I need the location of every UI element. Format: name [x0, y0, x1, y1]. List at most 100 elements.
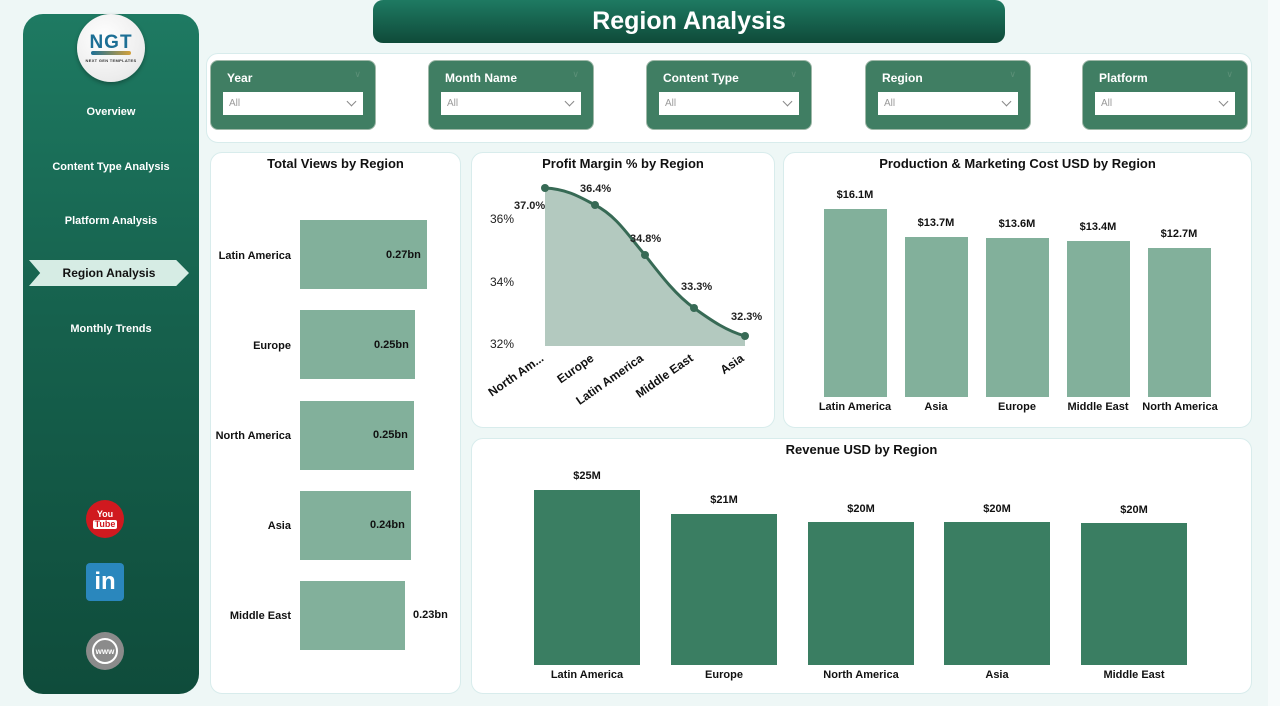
chevron-down-icon: ∨: [572, 69, 579, 79]
slicer-value: All: [665, 98, 677, 109]
bar[interactable]: [671, 514, 777, 665]
slicer-label: Year: [227, 71, 253, 85]
bar-value-label: $20M: [983, 503, 1011, 515]
bar[interactable]: [944, 522, 1050, 665]
data-point[interactable]: [541, 184, 549, 192]
bar[interactable]: [534, 490, 640, 665]
month-name-dropdown[interactable]: All: [441, 92, 581, 115]
sidebar-item-label: Region Analysis: [62, 266, 156, 280]
region-dropdown[interactable]: All: [878, 92, 1018, 115]
slicer-platform: Platform ∨ All: [1082, 60, 1248, 130]
profit-margin-chart: Profit Margin % by Region 36% 34% 32% 37…: [471, 152, 775, 428]
bar-value-label: $12.7M: [1160, 228, 1198, 240]
point-label: 37.0%: [514, 200, 546, 212]
chevron-down-icon: ∨: [354, 69, 361, 79]
prod-marketing-cost-chart: Production & Marketing Cost USD by Regio…: [783, 152, 1252, 428]
chart-title: Total Views by Region: [267, 156, 404, 171]
y-axis-tick: 32%: [490, 337, 515, 351]
bar[interactable]: [300, 220, 427, 289]
youtube-you-text: You: [96, 508, 114, 519]
slicer-value: All: [1101, 98, 1113, 109]
year-dropdown[interactable]: All: [223, 92, 363, 115]
bar[interactable]: [824, 209, 887, 397]
slicer-year: Year ∨ All: [210, 60, 376, 130]
bar-value-label: $25M: [573, 470, 601, 482]
slicer-value: All: [447, 98, 459, 109]
bar[interactable]: [1148, 248, 1211, 397]
youtube-tube-text: Tube: [92, 518, 118, 529]
bar-category: Middle East: [229, 610, 291, 622]
chevron-down-icon: ∨: [1009, 69, 1016, 79]
bar-value-label: 0.25bn: [374, 339, 409, 351]
revenue-chart: Revenue USD by Region $25M Latin America…: [471, 438, 1252, 694]
sidebar-item-region-analysis[interactable]: Region Analysis: [29, 260, 189, 286]
bar-category: Europe: [998, 401, 1036, 413]
bar[interactable]: [905, 237, 968, 397]
bar-category: Asia: [924, 401, 948, 413]
area-plot: [541, 184, 749, 346]
sidebar-item-content-type-analysis[interactable]: Content Type Analysis: [52, 161, 170, 173]
slicer-label: Platform: [1099, 71, 1148, 85]
chevron-down-icon: [1218, 96, 1229, 107]
sidebar-item-platform-analysis[interactable]: Platform Analysis: [64, 215, 158, 227]
bar-category: Asia: [267, 520, 291, 532]
bar-category: Middle East: [1067, 401, 1129, 413]
slicer-region: Region ∨ All: [865, 60, 1031, 130]
content-type-dropdown[interactable]: All: [659, 92, 799, 115]
bar[interactable]: [300, 491, 411, 560]
bar[interactable]: [808, 522, 914, 665]
sidebar: NGT NEXT GEN TEMPLATES Overview Content …: [23, 14, 199, 694]
chevron-down-icon: [782, 96, 793, 107]
chevron-down-icon: [564, 96, 575, 107]
ngt-logo[interactable]: NGT NEXT GEN TEMPLATES: [77, 14, 145, 82]
bar-value-label: $13.6M: [998, 218, 1036, 230]
point-label: 33.3%: [681, 281, 713, 293]
chevron-down-icon: [1001, 96, 1012, 107]
bar-category: North America: [823, 669, 899, 681]
chevron-down-icon: [346, 96, 357, 107]
bar-category: Asia: [985, 669, 1009, 681]
bar-category: Latin America: [550, 669, 624, 681]
data-point[interactable]: [741, 332, 749, 340]
slicer-value: All: [884, 98, 896, 109]
globe-www-icon[interactable]: www: [86, 632, 124, 670]
point-label: 36.4%: [580, 183, 612, 195]
y-axis-tick: 36%: [490, 212, 515, 226]
data-point[interactable]: [690, 304, 698, 312]
bar[interactable]: [300, 401, 414, 470]
page-title: Region Analysis: [592, 7, 786, 35]
sidebar-item-overview[interactable]: Overview: [86, 106, 136, 118]
bar-value-label: $13.7M: [917, 217, 955, 229]
chart-title: Profit Margin % by Region: [542, 156, 704, 171]
logo-subtitle: NEXT GEN TEMPLATES: [85, 58, 137, 63]
bar[interactable]: [986, 238, 1049, 397]
bar[interactable]: [300, 581, 405, 650]
chart-title: Production & Marketing Cost USD by Regio…: [879, 156, 1156, 171]
bar-category: Latin America: [218, 250, 291, 262]
bar-value-label: $13.4M: [1079, 221, 1117, 233]
bar[interactable]: [300, 310, 415, 379]
bar-value-label: 0.24bn: [370, 519, 405, 531]
data-point[interactable]: [591, 201, 599, 209]
bar-value-label: $16.1M: [836, 189, 874, 201]
bar-value-label: $20M: [1120, 504, 1148, 516]
platform-dropdown[interactable]: All: [1095, 92, 1235, 115]
slicer-label: Content Type: [663, 71, 739, 85]
youtube-icon[interactable]: You Tube: [86, 500, 124, 538]
www-text: www: [95, 646, 115, 656]
linkedin-icon[interactable]: in: [86, 563, 124, 601]
logo-swoosh-icon: [91, 51, 131, 55]
data-point[interactable]: [641, 251, 649, 259]
bar[interactable]: [1067, 241, 1130, 397]
globe-ring: www: [92, 638, 118, 664]
bar-value-label: $20M: [847, 503, 875, 515]
point-label: 32.3%: [731, 311, 763, 323]
scroll-gutter: [1268, 0, 1280, 706]
bar-category: North America: [1142, 401, 1218, 413]
bar[interactable]: [1081, 523, 1187, 665]
bar-category: North America: [215, 430, 291, 442]
sidebar-item-monthly-trends[interactable]: Monthly Trends: [70, 323, 152, 335]
bar-category: Middle East: [1103, 669, 1165, 681]
slicer-label: Month Name: [445, 71, 517, 85]
total-views-chart: Total Views by Region Latin America 0.27…: [210, 152, 461, 694]
